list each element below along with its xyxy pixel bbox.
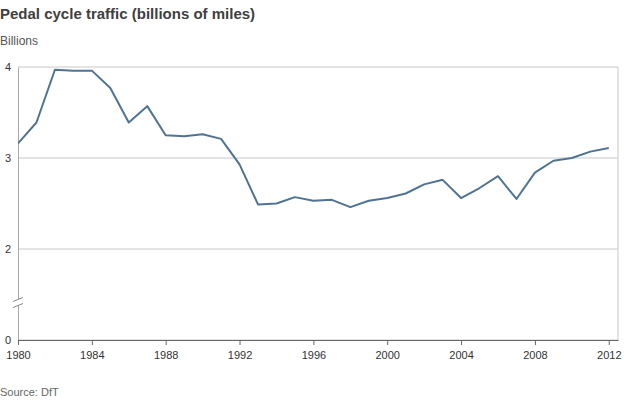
x-tick-label: 2008	[523, 349, 547, 361]
x-tick-label: 1984	[80, 349, 104, 361]
subtitle: Billions	[0, 34, 38, 48]
x-axis: 1980 1984 1988 1992 1996 2000 2004 2008 2012	[6, 340, 621, 361]
x-tick-mark	[535, 340, 536, 345]
grid	[18, 67, 618, 340]
x-tick-mark	[166, 340, 167, 345]
y-tick-label: 4	[5, 61, 11, 73]
x-tick: 2008	[523, 340, 547, 361]
x-tick-mark	[461, 340, 462, 345]
axis-break-mark	[13, 298, 23, 302]
y-tick: 3	[5, 152, 18, 164]
x-tick-mark	[313, 340, 314, 345]
x-tick: 2012	[597, 340, 621, 361]
x-tick-mark	[92, 340, 93, 345]
x-tick-label: 1996	[302, 349, 326, 361]
x-tick-label: 1988	[154, 349, 178, 361]
y-tick: 2	[5, 243, 18, 255]
data-line	[18, 70, 609, 207]
x-tick: 1988	[154, 340, 178, 361]
x-tick: 1996	[302, 340, 326, 361]
grid-line	[18, 249, 618, 250]
y-tick: 4	[5, 61, 18, 73]
grid-line	[18, 67, 618, 68]
y-tick-label: 0	[5, 334, 11, 346]
x-tick-label: 2004	[449, 349, 473, 361]
x-tick-label: 2000	[375, 349, 399, 361]
x-tick-label: 1980	[6, 349, 30, 361]
x-axis-line	[19, 340, 619, 341]
title: Pedal cycle traffic (billions of miles)	[0, 5, 255, 22]
x-tick-mark	[609, 340, 610, 345]
x-tick: 1992	[228, 340, 252, 361]
x-tick: 1980	[6, 340, 30, 361]
x-tick-mark	[387, 340, 388, 345]
x-tick: 2000	[375, 340, 399, 361]
x-tick-label: 2012	[597, 349, 621, 361]
x-tick: 2004	[449, 340, 473, 361]
plot-area	[18, 70, 609, 207]
y-tick-label: 3	[5, 152, 11, 164]
axis-break-gap	[12, 300, 24, 306]
x-tick: 1984	[80, 340, 104, 361]
source: Source: DfT	[0, 386, 59, 398]
x-tick-mark	[18, 340, 19, 345]
plot-frame	[618, 67, 619, 340]
axis-break	[12, 298, 24, 308]
axis-break-mark	[13, 304, 23, 308]
grid-line	[18, 340, 618, 341]
grid-line	[18, 158, 618, 159]
x-tick-mark	[240, 340, 241, 345]
y-tick-label: 2	[5, 243, 11, 255]
x-tick-label: 1992	[228, 349, 252, 361]
y-tick: 0	[5, 334, 18, 346]
